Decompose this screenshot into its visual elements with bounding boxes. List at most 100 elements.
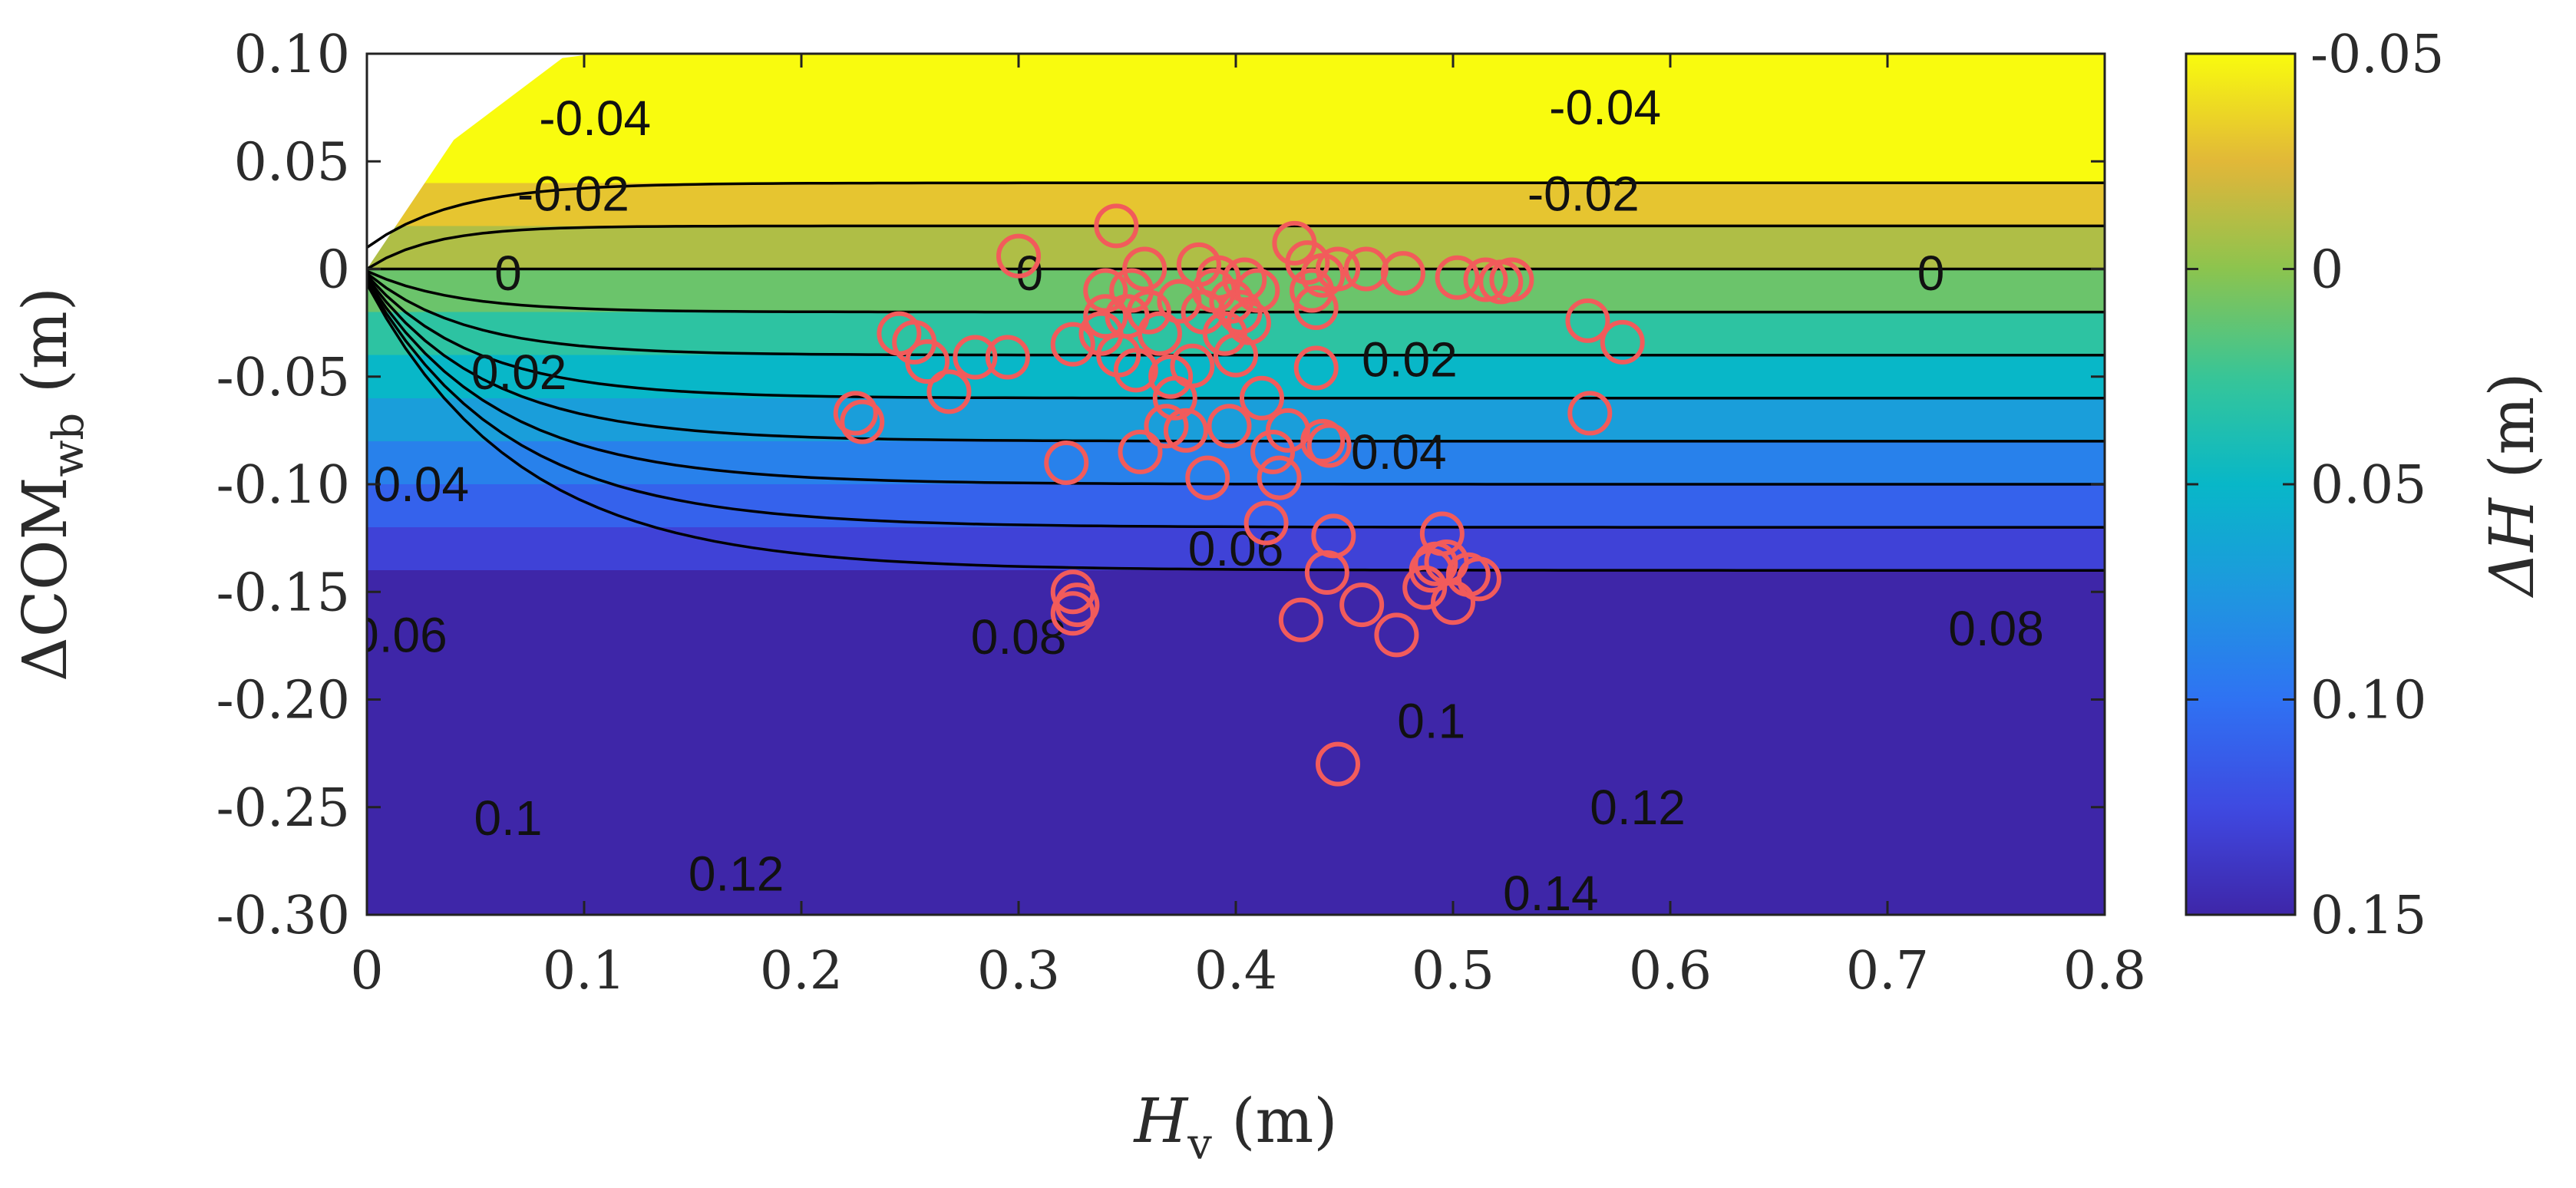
contour-line-4 <box>367 272 2105 357</box>
contour-label-7-0: 0.1 <box>474 790 542 846</box>
scatter-point-64 <box>1343 246 1389 292</box>
colorbar-tick-label-3: 0.10 <box>2310 671 2426 731</box>
contour-label-0-0: -0.04 <box>539 91 651 146</box>
scatter-point-56 <box>1300 418 1346 464</box>
scatter-point-55 <box>1293 285 1339 330</box>
scatter-point-15 <box>1083 268 1128 313</box>
scatter-point-0 <box>833 391 878 436</box>
contour-line-6 <box>367 276 2105 443</box>
scatter-point-44 <box>1235 268 1280 313</box>
contour-lines <box>367 181 2105 572</box>
scatter-point-80 <box>1567 391 1613 436</box>
scatter-point-76 <box>1463 257 1508 302</box>
contour-label-3-0: 0.02 <box>471 345 567 400</box>
scatter-point-79 <box>1565 298 1610 343</box>
scatter-point-66 <box>1380 251 1425 296</box>
scatter-point-24 <box>1126 289 1171 335</box>
scatter-point-59 <box>1311 513 1356 559</box>
scatter-point-58 <box>1306 423 1352 468</box>
scatter-point-72 <box>1431 580 1475 625</box>
scatter-point-25 <box>1137 311 1182 356</box>
scatter-point-21 <box>1113 348 1158 393</box>
plot-area: -0.04 -0.04-0.02 -0.020 0 00.02 0.020.040.040… <box>216 25 2146 1002</box>
scatter-point-13 <box>1050 591 1095 636</box>
scatter-point-17 <box>1094 203 1139 249</box>
contour-label-2-2: 0 <box>1917 246 1945 301</box>
x-tick-label-7: 0.7 <box>1846 941 1929 1002</box>
scatter-point-30 <box>1163 408 1208 453</box>
scatter-point-23 <box>1122 246 1167 292</box>
contour-label-5-0: 0.06 <box>352 607 447 662</box>
colorbar-gradient <box>2186 54 2295 915</box>
x-tick-label-6: 0.6 <box>1629 941 1712 1002</box>
scatter-point-70 <box>1419 511 1465 556</box>
scatter-point-65 <box>1374 612 1419 658</box>
y-axis-title: ΔCOMwb (m) <box>9 287 94 681</box>
contour-label-1-1: -0.02 <box>1527 166 1640 221</box>
scatter-point-53 <box>1290 268 1335 313</box>
contour-label-8-1: 0.12 <box>1590 780 1686 835</box>
scatter-points <box>833 203 1645 787</box>
scatter-point-63 <box>1339 582 1385 628</box>
contour-label-2-0: 0 <box>494 246 522 301</box>
contour-label-7-1: 0.1 <box>1397 694 1465 749</box>
scatter-point-75 <box>1456 556 1501 602</box>
scatter-point-43 <box>1226 300 1271 345</box>
contour-line-5 <box>367 274 2105 400</box>
y-tick-label-6: -0.20 <box>216 671 350 731</box>
contour-line-3 <box>367 269 2105 314</box>
y-tick-label-2: 0 <box>317 240 350 301</box>
y-tick-label-8: -0.30 <box>216 886 350 946</box>
scatter-point-60 <box>1316 741 1361 787</box>
scatter-point-6 <box>953 335 998 380</box>
contour-label-1-0: -0.02 <box>517 166 629 221</box>
scatter-point-1 <box>840 399 885 444</box>
colorbar-title: ΔH (m) <box>2476 372 2548 598</box>
scatter-point-51 <box>1278 597 1323 642</box>
scatter-point-45 <box>1239 375 1284 421</box>
y-tick-label-3: -0.05 <box>216 348 350 408</box>
contour-label-0-1: -0.04 <box>1549 80 1661 135</box>
scatter-point-4 <box>905 339 950 384</box>
x-axis-title: Hv (m) <box>1132 1085 1337 1170</box>
scatter-point-48 <box>1257 455 1302 500</box>
x-tick-label-3: 0.3 <box>977 941 1060 1002</box>
x-tick-label-1: 0.1 <box>543 941 626 1002</box>
scatter-point-38 <box>1207 404 1252 449</box>
scatter-point-52 <box>1285 240 1330 285</box>
scatter-point-22 <box>1118 429 1163 474</box>
colorbar-tick-label-2: 0.05 <box>2310 455 2426 516</box>
undefined-region <box>367 54 596 269</box>
contour-labels: -0.04 -0.04-0.02 -0.020 0 00.02 0.020.040.040… <box>352 80 2044 915</box>
contour-label-6-0: 0.08 <box>971 609 1067 665</box>
scatter-point-78 <box>1489 257 1534 302</box>
scatter-point-10 <box>1050 322 1095 367</box>
scatter-point-34 <box>1185 455 1230 500</box>
x-tick-label-2: 0.2 <box>760 941 843 1002</box>
scatter-point-81 <box>1600 319 1645 365</box>
scatter-point-54 <box>1293 345 1339 391</box>
y-tick-label-5: -0.15 <box>216 563 350 623</box>
scatter-point-46 <box>1243 500 1289 546</box>
contour-label-8-0: 0.12 <box>689 846 784 902</box>
scatter-point-27 <box>1148 354 1194 399</box>
colorbar-ticks: -0.05 0 0.05 0.10 0.15 <box>2186 25 2444 946</box>
x-tick-label-5: 0.5 <box>1412 941 1494 1002</box>
x-tick-label-0: 0 <box>350 941 383 1002</box>
contour-label-4-0: 0.04 <box>373 457 469 512</box>
contour-label-4-1: 0.04 <box>1351 424 1447 480</box>
x-axis: 0 0.1 0.2 0.3 0.4 0.5 0.6 0.7 0.8 <box>350 54 2146 1002</box>
contour-label-6-1: 0.08 <box>1948 601 2044 656</box>
y-tick-label-7: -0.25 <box>216 778 350 839</box>
y-tick-label-0: 0.10 <box>234 25 350 85</box>
scatter-point-73 <box>1435 255 1480 300</box>
scatter-point-8 <box>996 233 1041 279</box>
scatter-point-9 <box>1044 440 1089 485</box>
x-tick-label-8: 0.8 <box>2063 941 2146 1002</box>
y-tick-label-1: 0.05 <box>234 132 350 193</box>
colorbar-tick-label-0: -0.05 <box>2310 25 2444 85</box>
scatter-point-5 <box>926 369 972 414</box>
x-tick-label-4: 0.4 <box>1194 941 1277 1002</box>
scatter-point-31 <box>1170 343 1215 388</box>
